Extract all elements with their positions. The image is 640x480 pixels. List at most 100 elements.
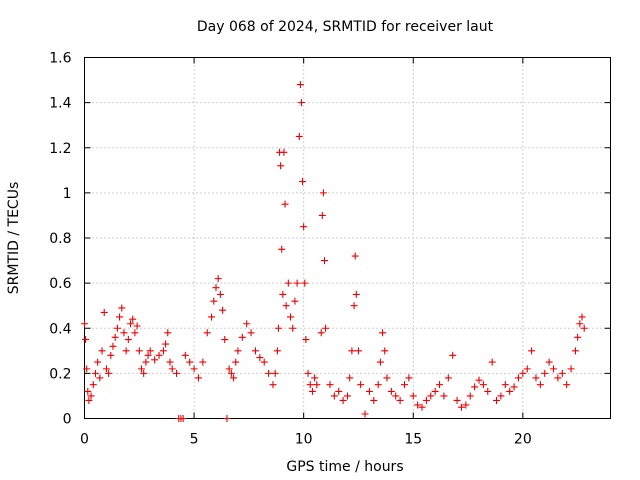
data-point [113,324,121,332]
data-point [159,347,167,355]
data-point [216,290,224,298]
data-point [405,374,413,382]
data-point [296,81,304,89]
data-point [514,374,522,382]
data-point [418,403,426,411]
data-point [379,329,387,337]
data-point [199,358,207,366]
data-point [87,392,95,400]
data-point [234,347,242,355]
data-point [137,365,145,373]
data-point [96,374,104,382]
data-point [85,396,93,404]
data-point [194,374,202,382]
data-point [284,279,292,287]
data-point [166,358,174,366]
data-point [519,369,527,377]
data-point [100,308,108,316]
data-point [475,376,483,384]
data-point [392,392,400,400]
data-point [127,320,135,328]
data-point [173,369,181,377]
data-point [506,387,514,395]
data-point [256,354,264,362]
data-point [351,252,359,260]
data-point [214,275,222,283]
x-axis-label: GPS time / hours [286,459,403,475]
data-point [81,320,88,328]
data-point [260,358,268,366]
data-point [151,356,159,364]
data-point [212,284,220,292]
data-point [89,381,97,389]
data-point [243,320,251,328]
data-point [146,347,154,355]
data-point [320,257,328,265]
y-tick-label: 1.2 [49,141,71,157]
data-point [291,297,299,305]
data-point [140,369,148,377]
y-tick-label: 0.8 [49,231,71,247]
data-point [84,387,92,395]
data-point [457,403,465,411]
data-point [387,387,395,395]
data-point [238,333,246,341]
data-point [536,381,544,389]
data-point [219,306,227,314]
data-point [510,383,518,391]
data-point [400,381,408,389]
data-point [273,347,281,355]
data-point [142,358,150,366]
data-point [179,415,187,422]
data-point [98,347,106,355]
data-point [129,315,137,323]
data-point [578,313,586,321]
data-points [81,81,588,422]
data-point [287,313,295,321]
data-point [414,401,422,409]
data-point [313,381,321,389]
data-point [221,336,229,344]
data-point [293,279,301,287]
data-point [339,396,347,404]
data-point [497,392,505,400]
data-point [131,329,139,337]
y-tick-label: 0.2 [49,366,71,382]
data-point [280,148,288,156]
data-point [120,329,128,337]
data-point [326,381,334,389]
data-point [449,351,457,359]
data-point [186,358,194,366]
data-point [440,392,448,400]
data-point [322,324,330,332]
data-point [277,162,285,170]
data-point [318,211,326,219]
x-tick-label: 15 [404,432,422,448]
data-point [574,333,582,341]
data-point [105,369,113,377]
data-point [466,392,474,400]
data-point [348,347,356,355]
data-point [102,365,110,373]
data-point [269,381,277,389]
data-point [365,387,373,395]
data-point [124,336,132,344]
data-point [203,329,211,337]
data-point [135,347,143,355]
data-point [409,392,417,400]
data-point [168,365,176,373]
data-point [118,304,126,312]
axis-ticks: 0 5 10 15 20 0 0.2 0.4 0.6 0.8 1 1.2 1.4 1.6 [49,51,611,448]
data-point [306,381,314,389]
data-point [471,383,479,391]
data-point [311,374,319,382]
grid-lines [84,57,611,419]
y-tick-label: 1 [63,186,72,202]
data-point [223,415,231,422]
data-point [431,387,439,395]
data-point [116,313,124,321]
data-point [162,340,170,348]
data-point [144,351,152,359]
data-point [462,401,470,409]
